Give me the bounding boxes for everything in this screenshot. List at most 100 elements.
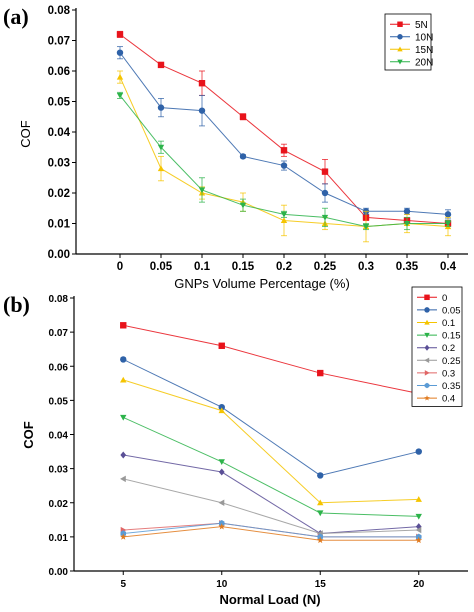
y-tick-label-b: 0.07 [49, 328, 69, 339]
series-b-0.4 [119, 523, 423, 544]
legend-marker-b [424, 307, 430, 313]
data-point-b [120, 322, 127, 329]
series-line-b [123, 522, 419, 538]
legend-marker-b [424, 395, 430, 401]
legend-marker-a [397, 46, 403, 52]
series-line-b [123, 379, 419, 504]
data-point-a [198, 80, 206, 87]
legend-box-a [384, 13, 432, 71]
series-b-0 [120, 322, 422, 397]
data-point-a [403, 220, 411, 227]
legend-label-a: 5N [415, 20, 428, 31]
x-tick-label-a: 0 [117, 261, 123, 273]
series-b-0.1 [120, 376, 422, 506]
series-line-b [123, 324, 419, 395]
legend-marker-b [424, 319, 430, 325]
series-line-b [123, 478, 419, 534]
legend-label-b: 0.05 [442, 305, 461, 316]
data-point-b [317, 499, 324, 506]
panel-label-b: (b) [3, 292, 30, 317]
data-point-a [280, 211, 288, 218]
data-point-b [218, 407, 225, 414]
y-axis-title-b: COF [21, 421, 36, 449]
legend-label-a: 10N [415, 32, 433, 43]
x-tick-label-a: 0.1 [194, 261, 211, 273]
y-tick-label-a: 0.01 [48, 219, 71, 231]
data-point-a [280, 162, 288, 169]
legend-marker-b [424, 294, 430, 301]
data-point-b [317, 510, 324, 517]
x-tick-label-b: 10 [216, 579, 228, 590]
data-point-a [157, 61, 165, 69]
x-axis-title-b: Normal Load (N) [219, 592, 320, 607]
y-tick-label-b: 0.04 [49, 431, 69, 442]
data-point-a [444, 220, 452, 227]
x-axis-title-a: GNPs Volume Percentage (%) [174, 276, 350, 291]
data-point-a [198, 107, 206, 114]
data-point-a [362, 223, 370, 230]
legend-label-b: 0.35 [442, 381, 461, 392]
y-tick-label-b: 0.05 [49, 396, 69, 407]
y-tick-label-b: 0.06 [49, 362, 69, 373]
legend-marker-a [397, 34, 403, 40]
data-point-a [321, 168, 329, 175]
legend-label-b: 0.2 [442, 343, 455, 354]
series-a-20N [116, 91, 452, 231]
legend-label-b: 0.25 [442, 356, 461, 367]
series-b-0.2 [120, 451, 422, 537]
x-tick-label-a: 0.15 [232, 261, 255, 273]
data-point-b [120, 376, 127, 383]
data-point-a [239, 113, 247, 120]
data-point-b [415, 513, 422, 520]
legend-marker-b [424, 370, 430, 376]
x-tick-label-b: 15 [315, 579, 327, 590]
data-point-a [403, 208, 411, 215]
data-point-a [239, 202, 247, 209]
data-point-b [218, 404, 225, 411]
x-tick-label-b: 5 [120, 579, 126, 590]
x-tick-label-a: 0.2 [276, 261, 292, 273]
y-tick-label-a: 0.05 [48, 97, 71, 109]
x-tick-label-b: 20 [413, 579, 425, 590]
y-tick-label-a: 0.03 [48, 158, 70, 170]
legend-box-b [411, 286, 463, 407]
y-tick-label-b: 0.02 [49, 499, 69, 510]
data-point-a [157, 104, 165, 111]
legend-marker-b [424, 344, 430, 351]
y-tick-label-b: 0.03 [49, 465, 69, 476]
plot-area-a: 0.00 0.01 0.02 0.03 0.04 0.05 0.06 0.07 0.08 0 0.0… [48, 5, 468, 273]
y-tick-label-a: 0.07 [48, 36, 70, 48]
legend-marker-a [397, 21, 403, 27]
y-axis-title-a: COF [18, 120, 33, 148]
data-point-b [120, 414, 127, 421]
legend-b: 00.05 0.1 0.150.2 0.250.3 0.35 0.4 [411, 286, 463, 407]
data-point-a [116, 49, 124, 56]
series-line-b [123, 358, 419, 476]
data-point-b [317, 369, 324, 377]
data-point-b [119, 533, 127, 540]
series-a-10N [116, 46, 452, 220]
data-point-a [321, 214, 329, 221]
series-line-a [119, 52, 449, 215]
legend-label-b: 0.3 [442, 368, 455, 379]
legend-marker-b [424, 357, 430, 364]
plot-area-b: 0.00 0.01 0.02 0.03 0.04 0.05 0.06 0.07 0.08 5 10 1… [49, 286, 468, 590]
legend-marker-b [424, 332, 430, 338]
legend-marker-a [397, 59, 403, 65]
y-tick-label-b: 0.08 [49, 294, 69, 305]
data-point-a [116, 92, 124, 99]
y-tick-label-b: 0.01 [49, 533, 69, 544]
data-point-b [218, 468, 225, 476]
legend-label-b: 0 [442, 293, 447, 304]
data-point-b [218, 523, 226, 530]
x-tick-label-a: 0.35 [396, 261, 419, 273]
data-point-a [239, 153, 247, 160]
series-b-0.15 [120, 414, 422, 520]
data-point-a [157, 144, 165, 151]
data-point-b [415, 496, 422, 502]
series-b-0.05 [120, 356, 422, 479]
legend-label-b: 0.15 [442, 331, 461, 342]
y-tick-label-a: 0.04 [48, 127, 71, 139]
data-point-a [116, 31, 124, 38]
